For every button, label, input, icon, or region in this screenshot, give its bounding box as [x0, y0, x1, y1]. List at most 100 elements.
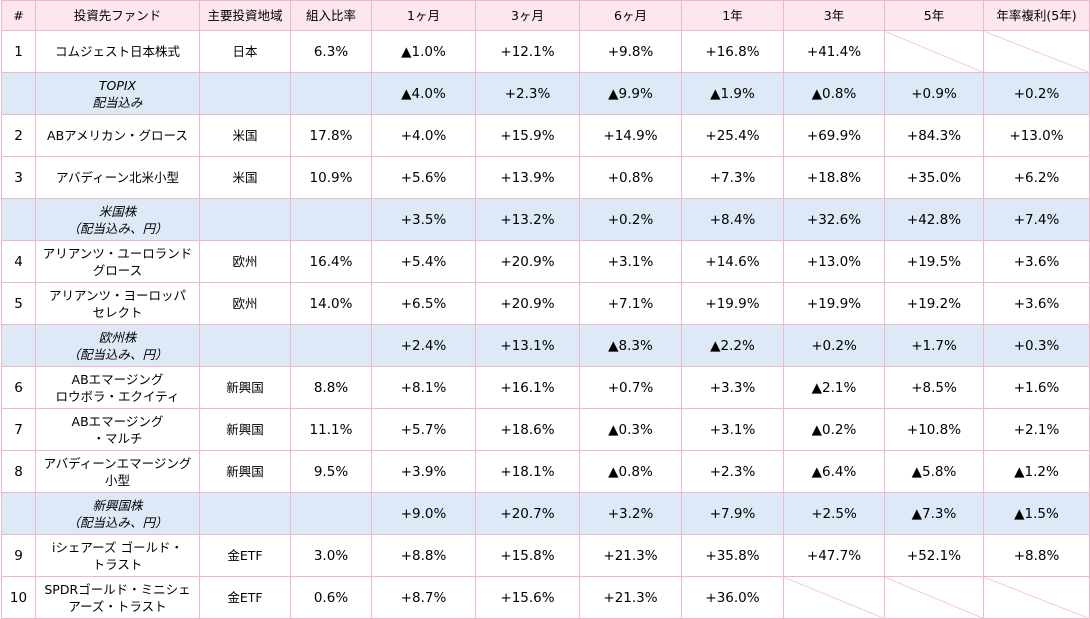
return-3m-cell: +13.1% — [475, 324, 580, 367]
return-3y-cell: +32.6% — [783, 198, 885, 241]
return-3m-cell: +13.9% — [475, 156, 580, 199]
return-annualized-cell: ▲1.2% — [983, 450, 1090, 493]
ratio-cell: 0.6% — [290, 576, 372, 619]
name-line: グロース — [92, 262, 143, 278]
name-line: 米国株 — [98, 203, 137, 219]
fund-row: 8 アバディーンエマージング 小型 新興国 9.5% +3.9% +18.1% ▲0.8% +2… — [1, 450, 1090, 493]
header-no: # — [1, 0, 36, 31]
name-line: 欧州株 — [98, 329, 137, 345]
return-5y-cell: +84.3% — [884, 114, 984, 157]
region-cell: 欧州 — [199, 282, 291, 325]
fund-row: 5 アリアンツ・ヨーロッパ セレクト 欧州 14.0% +6.5% +20.9% +7.1% +… — [1, 282, 1090, 325]
name-line: コムジェスト日本株式 — [54, 44, 180, 59]
return-3m-cell: +18.1% — [475, 450, 580, 493]
name-line: ・マルチ — [92, 430, 143, 446]
return-5y-cell: +8.5% — [884, 366, 984, 409]
header-ratio: 組入比率 — [290, 0, 372, 31]
fund-name-cell: SPDRゴールド・ミニシェ アーズ・トラスト — [35, 576, 200, 619]
return-3y-cell: +18.8% — [783, 156, 885, 199]
return-6m-cell: ▲0.3% — [579, 408, 682, 451]
ratio-cell: 10.9% — [290, 156, 372, 199]
return-1y-cell: +35.8% — [681, 534, 784, 577]
header-3m: 3ヶ月 — [475, 0, 580, 31]
return-1y-cell: +16.8% — [681, 30, 784, 73]
return-5y-cell: +10.8% — [884, 408, 984, 451]
return-3y-cell: +47.7% — [783, 534, 885, 577]
ratio-cell: 11.1% — [290, 408, 372, 451]
return-annualized-cell — [983, 576, 1090, 619]
ratio-cell — [290, 72, 372, 115]
return-3y-cell: +41.4% — [783, 30, 885, 73]
return-3m-cell: +18.6% — [475, 408, 580, 451]
return-1m-cell: +5.4% — [371, 240, 476, 283]
return-1y-cell: ▲2.2% — [681, 324, 784, 367]
region-cell: 新興国 — [199, 408, 291, 451]
return-1m-cell: ▲1.0% — [371, 30, 476, 73]
fund-name-cell: アリアンツ・ヨーロッパ セレクト — [35, 282, 200, 325]
row-number-cell — [1, 492, 36, 535]
benchmark-row: 米国株 （配当込み、円） +3.5% +13.2% +0.2% +8.4% +32.6% +4… — [1, 198, 1090, 241]
fund-name-cell: アバディーンエマージング 小型 — [35, 450, 200, 493]
name-line: （配当込み、円） — [67, 220, 168, 236]
fund-name-cell: ABエマージング ロウボラ・エクイティ — [35, 366, 200, 409]
return-1y-cell: +7.3% — [681, 156, 784, 199]
fund-row: 7 ABエマージング ・マルチ 新興国 11.1% +5.7% +18.6% ▲0.3% +3.… — [1, 408, 1090, 451]
return-1m-cell: +8.8% — [371, 534, 476, 577]
header-row: # 投資先ファンド 主要投資地域 組入比率 1ヶ月 3ヶ月 6ヶ月 1年 3年 … — [1, 0, 1090, 31]
ratio-cell: 8.8% — [290, 366, 372, 409]
name-line: アリアンツ・ユーロランド — [42, 245, 193, 261]
benchmark-name-cell: 新興国株 （配当込み、円） — [35, 492, 200, 535]
row-number-cell: 4 — [1, 240, 36, 283]
return-5y-cell: +52.1% — [884, 534, 984, 577]
return-3y-cell: +19.9% — [783, 282, 885, 325]
return-5y-cell: +19.5% — [884, 240, 984, 283]
header-annualized: 年率複利(5年) — [983, 0, 1090, 31]
name-line: ABエマージング — [71, 413, 164, 429]
return-3m-cell: +2.3% — [475, 72, 580, 115]
return-1m-cell: +2.4% — [371, 324, 476, 367]
return-1m-cell: +3.5% — [371, 198, 476, 241]
region-cell — [199, 324, 291, 367]
row-number-cell: 7 — [1, 408, 36, 451]
fund-name-cell: ABアメリカン・グロース — [35, 114, 200, 157]
fund-name-cell: アリアンツ・ユーロランド グロース — [35, 240, 200, 283]
fund-row: 2 ABアメリカン・グロース 米国 17.8% +4.0% +15.9% +14.9% +25… — [1, 114, 1090, 157]
name-line: TOPIX — [98, 77, 137, 93]
return-6m-cell: +21.3% — [579, 576, 682, 619]
return-3y-cell: +0.2% — [783, 324, 885, 367]
ratio-cell: 14.0% — [290, 282, 372, 325]
return-3y-cell: +2.5% — [783, 492, 885, 535]
return-6m-cell: +9.8% — [579, 30, 682, 73]
ratio-cell — [290, 492, 372, 535]
row-number-cell: 5 — [1, 282, 36, 325]
row-number-cell: 9 — [1, 534, 36, 577]
return-1m-cell: +3.9% — [371, 450, 476, 493]
return-5y-cell: ▲5.8% — [884, 450, 984, 493]
name-line: ロウボラ・エクイティ — [55, 388, 180, 404]
return-6m-cell: +0.8% — [579, 156, 682, 199]
fund-row: 6 ABエマージング ロウボラ・エクイティ 新興国 8.8% +8.1% +16.1% +0.… — [1, 366, 1090, 409]
return-annualized-cell: +2.1% — [983, 408, 1090, 451]
return-3m-cell: +20.7% — [475, 492, 580, 535]
ratio-cell: 6.3% — [290, 30, 372, 73]
benchmark-name-cell: TOPIX 配当込み — [35, 72, 200, 115]
row-number-cell: 3 — [1, 156, 36, 199]
return-3y-cell: +69.9% — [783, 114, 885, 157]
region-cell: 金ETF — [199, 534, 291, 577]
return-5y-cell: +19.2% — [884, 282, 984, 325]
return-1y-cell: +2.3% — [681, 450, 784, 493]
return-annualized-cell: +8.8% — [983, 534, 1090, 577]
name-line: アリアンツ・ヨーロッパ — [48, 287, 186, 303]
return-1m-cell: +8.7% — [371, 576, 476, 619]
name-line: セレクト — [92, 304, 143, 320]
return-5y-cell — [884, 576, 984, 619]
return-3y-cell — [783, 576, 885, 619]
return-5y-cell: ▲7.3% — [884, 492, 984, 535]
return-3y-cell: ▲2.1% — [783, 366, 885, 409]
region-cell: 米国 — [199, 114, 291, 157]
return-1m-cell: +5.7% — [371, 408, 476, 451]
name-line: アーズ・トラスト — [68, 598, 167, 614]
return-3m-cell: +15.9% — [475, 114, 580, 157]
return-1m-cell: +8.1% — [371, 366, 476, 409]
